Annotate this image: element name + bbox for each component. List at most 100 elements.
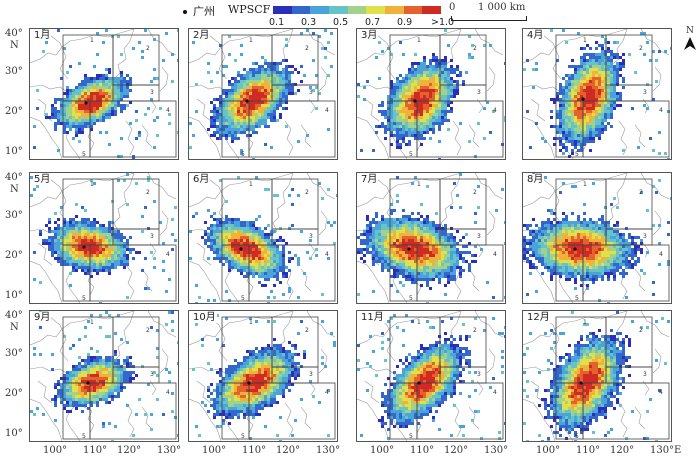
wpscf-cell <box>559 140 562 143</box>
wpscf-cell <box>81 206 84 209</box>
wpscf-cell <box>435 233 438 236</box>
wpscf-cell <box>631 254 634 257</box>
wpscf-cell <box>607 74 610 77</box>
wpscf-cell <box>231 242 234 245</box>
region-label: 5 <box>409 151 413 158</box>
wpscf-cell <box>619 245 622 248</box>
wpscf-cell <box>426 230 429 233</box>
wpscf-cell <box>90 386 93 389</box>
wpscf-cell <box>613 257 616 260</box>
wpscf-cell <box>285 272 288 275</box>
wpscf-cell <box>84 92 87 95</box>
wpscf-cell <box>165 32 168 35</box>
wpscf-cell <box>589 71 592 74</box>
wpscf-cell <box>387 110 390 113</box>
wpscf-cell <box>390 128 393 131</box>
wpscf-cell <box>586 134 589 137</box>
wpscf-cell <box>210 227 213 230</box>
wpscf-cell <box>69 410 72 413</box>
wpscf-cell <box>69 377 72 380</box>
wpscf-cell <box>216 224 219 227</box>
wpscf-cell <box>72 236 75 239</box>
wpscf-cell <box>246 107 249 110</box>
wpscf-cell <box>102 242 105 245</box>
wpscf-cell <box>213 224 216 227</box>
wpscf-cell <box>562 248 565 251</box>
wpscf-cell <box>84 122 87 125</box>
wpscf-cell <box>189 257 192 260</box>
wpscf-cell <box>321 197 324 200</box>
wpscf-cell <box>234 137 237 140</box>
wpscf-cell <box>568 125 571 128</box>
wpscf-cell <box>417 89 420 92</box>
wpscf-cell <box>207 299 210 302</box>
wpscf-cell <box>610 65 613 68</box>
region-label: 5 <box>241 151 245 158</box>
wpscf-cell <box>538 242 541 245</box>
month-label: 1月 <box>33 30 52 41</box>
wpscf-cell <box>577 134 580 137</box>
wpscf-cell <box>649 59 652 62</box>
wpscf-cell <box>414 95 417 98</box>
wpscf-cell <box>87 362 90 365</box>
wpscf-cell <box>114 239 117 242</box>
wpscf-cell <box>589 221 592 224</box>
wpscf-cell <box>90 389 93 392</box>
wpscf-cell <box>78 221 81 224</box>
region-label: 4 <box>166 107 170 114</box>
wpscf-cell <box>577 68 580 71</box>
wpscf-cell <box>417 71 420 74</box>
wpscf-cell <box>414 68 417 71</box>
wpscf-cell <box>60 110 63 113</box>
wpscf-cell <box>108 95 111 98</box>
wpscf-cell <box>592 257 595 260</box>
wpscf-cell <box>574 122 577 125</box>
wpscf-cell <box>54 383 57 386</box>
wpscf-cell <box>441 275 444 278</box>
wpscf-cell <box>613 272 616 275</box>
wpscf-cell <box>111 377 114 380</box>
wpscf-cell <box>261 77 264 80</box>
wpscf-cell <box>114 395 117 398</box>
wpscf-cell <box>411 101 414 104</box>
wpscf-cell <box>610 74 613 77</box>
wpscf-cell <box>565 125 568 128</box>
wpscf-cell <box>378 77 381 80</box>
wpscf-cell <box>396 86 399 89</box>
wpscf-cell <box>258 125 261 128</box>
wpscf-cell <box>646 107 649 110</box>
wpscf-cell <box>444 107 447 110</box>
wpscf-cell <box>610 269 613 272</box>
wpscf-cell <box>414 224 417 227</box>
wpscf-cell <box>426 113 429 116</box>
wpscf-cell <box>243 227 246 230</box>
wpscf-cell <box>592 269 595 272</box>
wpscf-cell <box>589 98 592 101</box>
wpscf-cell <box>246 266 249 269</box>
wpscf-cell <box>556 260 559 263</box>
wpscf-cell <box>550 245 553 248</box>
wpscf-cell <box>213 227 216 230</box>
wpscf-cell <box>667 260 670 263</box>
wpscf-cell <box>586 266 589 269</box>
wpscf-cell <box>72 374 75 377</box>
wpscf-cell <box>604 233 607 236</box>
wpscf-cell <box>565 257 568 260</box>
wpscf-cell <box>426 227 429 230</box>
wpscf-cell <box>417 242 420 245</box>
wpscf-cell <box>571 245 574 248</box>
wpscf-cell <box>592 266 595 269</box>
wpscf-cell <box>108 374 111 377</box>
wpscf-cell <box>592 242 595 245</box>
wpscf-cell <box>90 89 93 92</box>
wpscf-cell <box>462 251 465 254</box>
wpscf-cell <box>252 254 255 257</box>
wpscf-cell <box>69 89 72 92</box>
colorbar-cell <box>273 6 293 14</box>
wpscf-cell <box>258 116 261 119</box>
wpscf-cell <box>396 119 399 122</box>
wpscf-cell <box>96 368 99 371</box>
wpscf-cell <box>399 221 402 224</box>
wpscf-cell <box>117 362 120 365</box>
wpscf-cell <box>204 233 207 236</box>
